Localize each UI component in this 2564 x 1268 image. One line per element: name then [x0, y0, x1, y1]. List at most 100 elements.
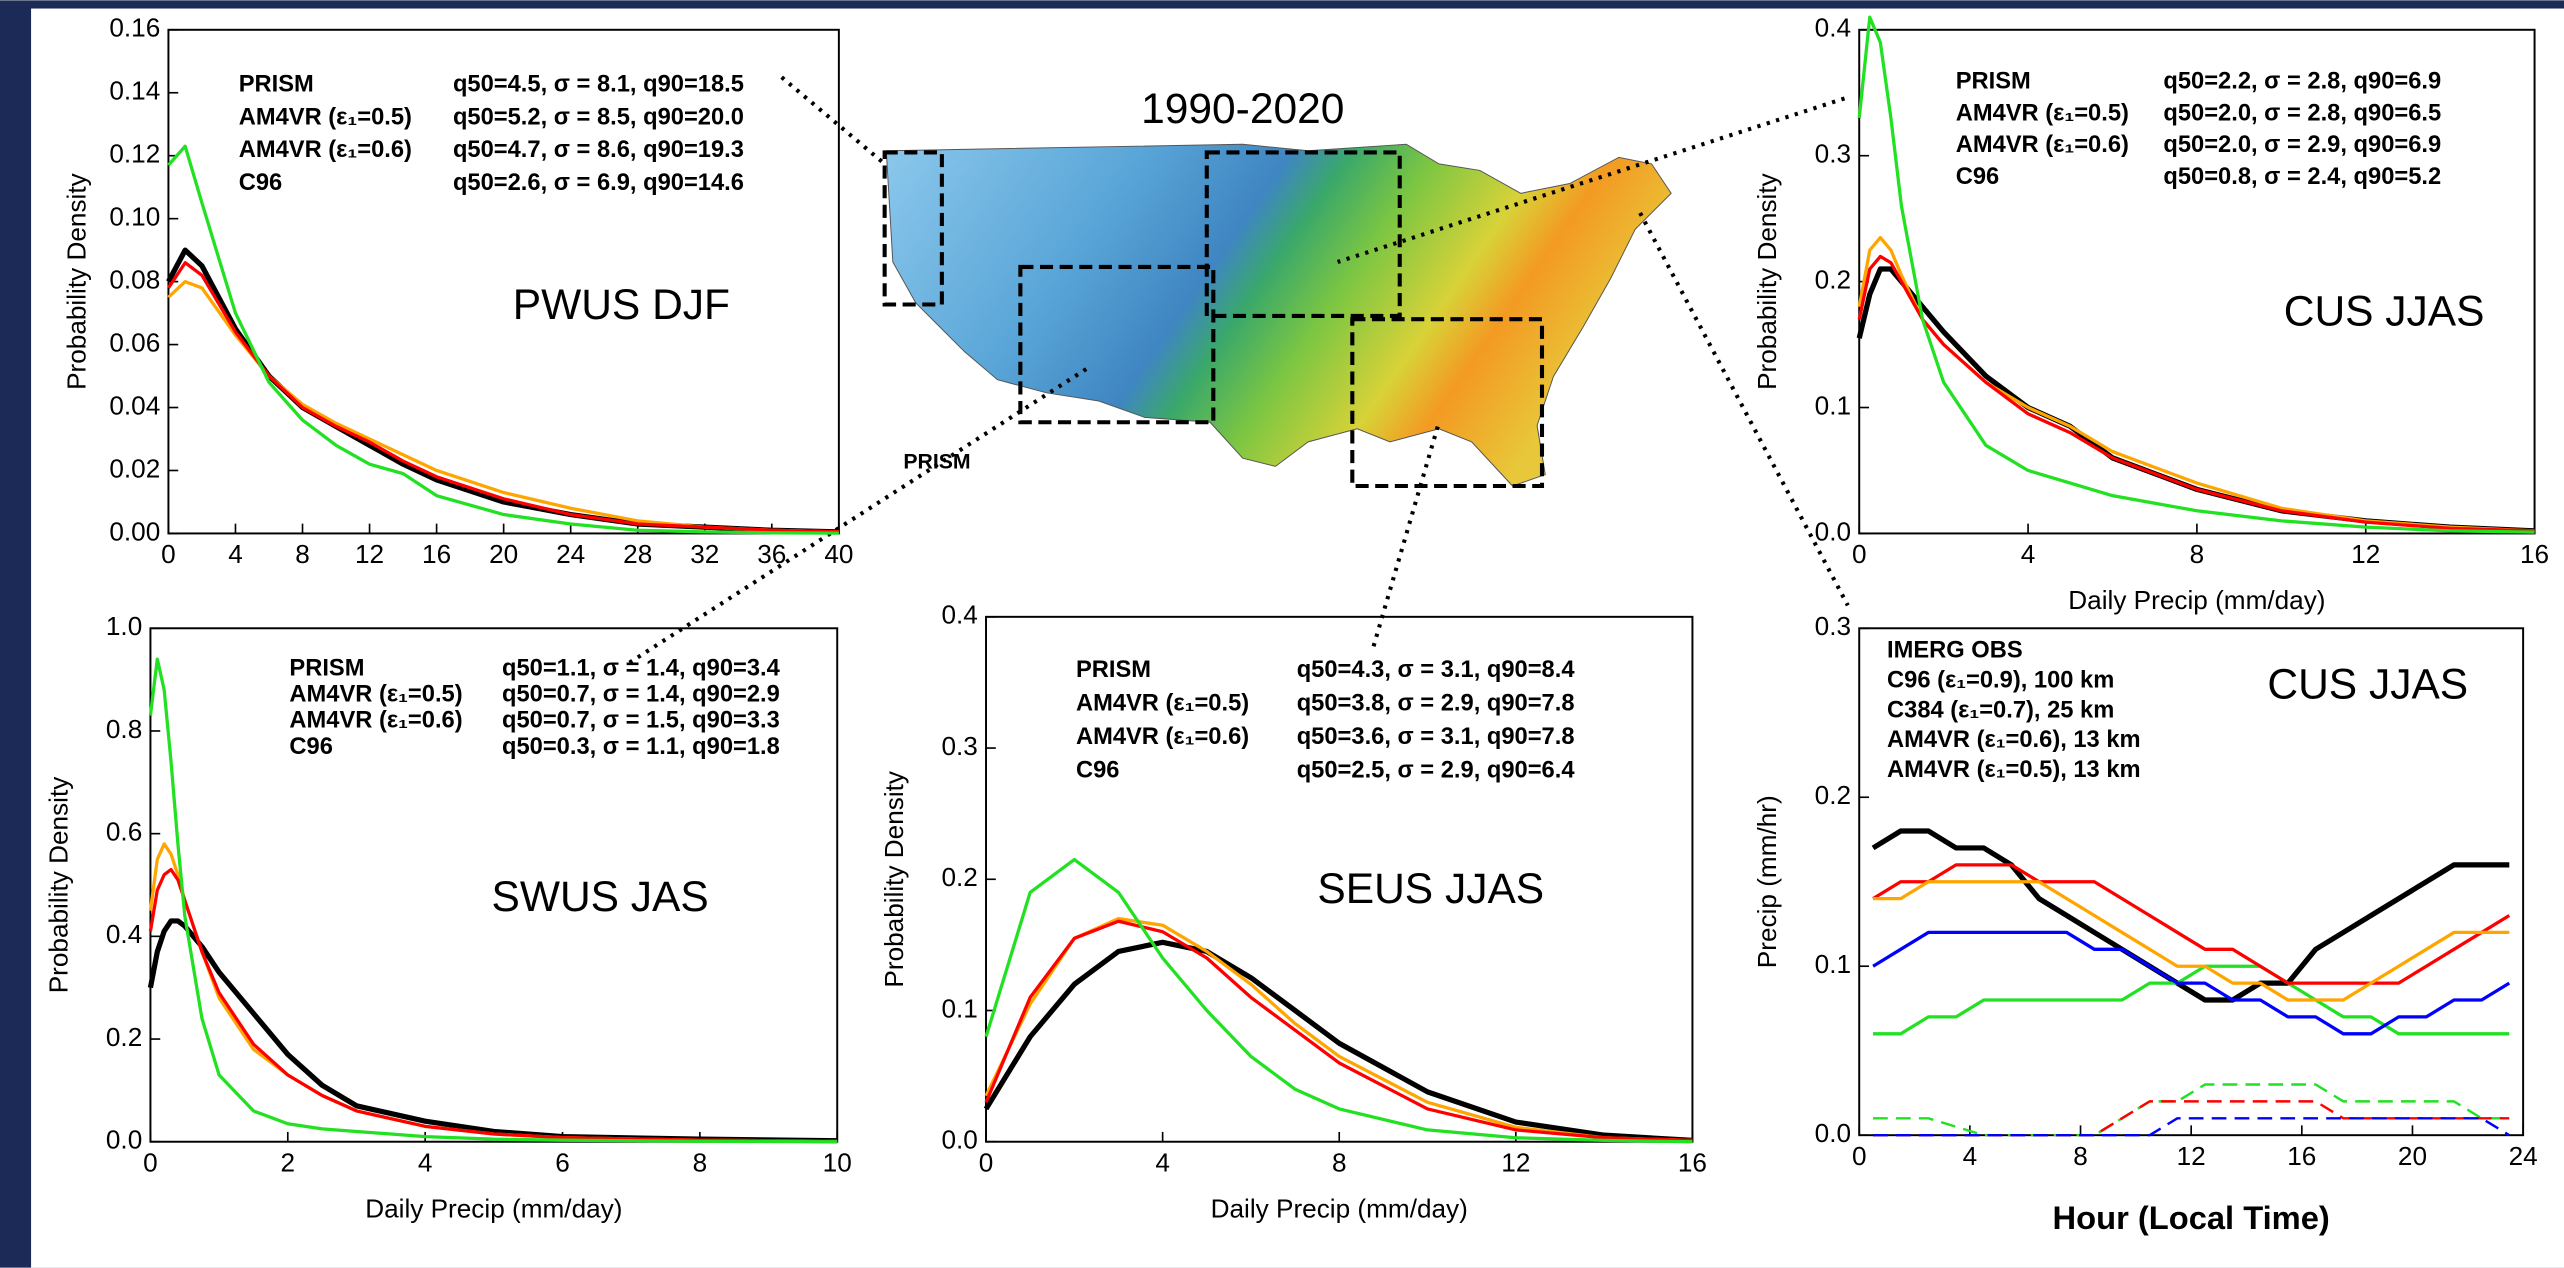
x-tick-label: 12	[1501, 1148, 1530, 1178]
x-tick-label: 8	[2073, 1141, 2088, 1171]
legend-stats: q50=0.7, σ = 1.4, q90=2.9	[502, 682, 780, 708]
legend-label: IMERG OBS	[1887, 637, 2023, 663]
legend-label: C96	[1956, 164, 1999, 190]
legend-stats: q50=4.5, σ = 8.1, q90=18.5	[453, 72, 744, 98]
x-axis-label: Daily Precip (mm/day)	[1211, 1193, 1468, 1223]
x-tick-label: 6	[555, 1148, 570, 1178]
x-tick-label: 8	[1332, 1148, 1347, 1178]
x-tick-label: 0	[143, 1148, 158, 1178]
y-tick-label: 0.08	[109, 265, 160, 295]
y-tick-label: 0.12	[109, 139, 160, 169]
y-axis-label: Precip (mm/hr)	[1752, 795, 1782, 968]
y-tick-label: 0.2	[106, 1022, 142, 1052]
legend-label: PRISM	[289, 655, 364, 681]
x-tick-label: 16	[2287, 1141, 2316, 1171]
x-tick-label: 16	[422, 539, 451, 569]
legend-stats: q50=3.6, σ = 3.1, q90=7.8	[1297, 724, 1575, 750]
x-axis-label: Daily Precip (mm/day)	[2068, 585, 2325, 615]
legend-stats: q50=2.5, σ = 2.9, q90=6.4	[1297, 758, 1576, 784]
map-title: 1990-2020	[1141, 86, 1344, 133]
legend-stats: q50=4.3, σ = 3.1, q90=8.4	[1297, 657, 1576, 683]
x-tick-label: 20	[489, 539, 518, 569]
y-tick-label: 0.0	[1815, 1118, 1851, 1148]
legend-stats: q50=1.1, σ = 1.4, q90=3.4	[502, 655, 781, 681]
x-tick-label: 12	[2177, 1141, 2206, 1171]
legend-label: C96	[239, 170, 282, 196]
x-axis-label: Hour (Local Time)	[2053, 1199, 2330, 1236]
legend-label: AM4VR (ε₁=0.6), 13 km	[1887, 727, 2141, 753]
legend-label: C384 (ε₁=0.7), 25 km	[1887, 697, 2114, 723]
y-tick-label: 0.0	[1815, 516, 1851, 546]
x-axis-label: Daily Precip (mm/day)	[365, 1193, 622, 1223]
y-tick-label: 0.4	[941, 600, 977, 630]
y-tick-label: 0.1	[1815, 390, 1851, 420]
x-tick-label: 4	[418, 1148, 433, 1178]
x-tick-label: 20	[2398, 1141, 2427, 1171]
x-tick-label: 12	[355, 539, 384, 569]
y-tick-label: 0.0	[106, 1125, 142, 1155]
y-tick-label: 0.10	[109, 202, 160, 232]
y-tick-label: 1.0	[106, 611, 142, 641]
legend-stats: q50=2.6, σ = 6.9, q90=14.6	[453, 170, 744, 196]
annotation: SWUS JAS	[491, 874, 708, 921]
x-tick-label: 16	[2520, 539, 2549, 569]
y-tick-label: 0.14	[109, 76, 160, 106]
x-tick-label: 16	[1678, 1148, 1707, 1178]
y-tick-label: 0.16	[109, 13, 160, 43]
map-label: PRISM	[903, 450, 970, 474]
legend-label: AM4VR (ε₁=0.5)	[1076, 691, 1249, 717]
figure: 1990-2020 PRISM 0.000.020.040.060.080.10…	[0, 0, 2564, 1268]
legend-label: C96 (ε₁=0.9), 100 km	[1887, 667, 2114, 693]
legend-stats: q50=2.0, σ = 2.8, q90=6.5	[2163, 100, 2441, 126]
y-tick-label: 0.02	[109, 453, 160, 483]
y-tick-label: 0.1	[1815, 949, 1851, 979]
y-tick-label: 0.0	[941, 1125, 977, 1155]
y-axis-label: Probability Density	[1752, 172, 1782, 390]
legend-label: C96	[289, 734, 332, 760]
x-tick-label: 0	[161, 539, 176, 569]
y-axis-label: Probability Density	[43, 776, 73, 994]
x-tick-label: 32	[690, 539, 719, 569]
y-tick-label: 0.04	[109, 390, 160, 420]
y-tick-label: 0.00	[109, 516, 160, 546]
legend-stats: q50=3.8, σ = 2.9, q90=7.8	[1297, 691, 1575, 717]
y-tick-label: 0.3	[1815, 611, 1851, 641]
y-axis-label: Probability Density	[61, 172, 91, 390]
x-tick-label: 24	[556, 539, 585, 569]
legend-label: AM4VR (ε₁=0.6)	[239, 137, 412, 163]
x-tick-label: 8	[295, 539, 310, 569]
x-tick-label: 0	[1852, 1141, 1867, 1171]
annotation: CUS JJAS	[2284, 289, 2485, 336]
annotation: SEUS JJAS	[1317, 866, 1544, 913]
legend-label: AM4VR (ε₁=0.5)	[289, 682, 462, 708]
legend-label: AM4VR (ε₁=0.5)	[239, 104, 412, 130]
x-tick-label: 8	[693, 1148, 708, 1178]
y-tick-label: 0.3	[941, 731, 977, 761]
x-tick-label: 4	[1155, 1148, 1170, 1178]
y-tick-label: 0.4	[106, 919, 142, 949]
legend-stats: q50=0.3, σ = 1.1, q90=1.8	[502, 734, 780, 760]
legend-label: AM4VR (ε₁=0.6)	[1076, 724, 1249, 750]
y-tick-label: 0.2	[1815, 265, 1851, 295]
y-tick-label: 0.1	[941, 993, 977, 1023]
y-tick-label: 0.6	[106, 817, 142, 847]
legend-stats: q50=2.2, σ = 2.8, q90=6.9	[2163, 68, 2441, 94]
legend-stats: q50=5.2, σ = 8.5, q90=20.0	[453, 104, 744, 130]
y-tick-label: 0.4	[1815, 13, 1851, 43]
x-tick-label: 0	[979, 1148, 994, 1178]
y-axis-label: Probability Density	[879, 770, 909, 988]
x-tick-label: 2	[281, 1148, 296, 1178]
x-tick-label: 8	[2190, 539, 2205, 569]
x-tick-label: 10	[823, 1148, 852, 1178]
y-tick-label: 0.2	[941, 862, 977, 892]
legend-label: PRISM	[1076, 657, 1151, 683]
y-tick-label: 0.8	[106, 714, 142, 744]
legend-label: AM4VR (ε₁=0.5), 13 km	[1887, 757, 2141, 783]
x-tick-label: 4	[228, 539, 243, 569]
x-tick-label: 24	[2509, 1141, 2538, 1171]
legend-label: C96	[1076, 758, 1119, 784]
legend-label: AM4VR (ε₁=0.6)	[1956, 132, 2129, 158]
legend-label: PRISM	[1956, 68, 2031, 94]
x-tick-label: 0	[1852, 539, 1867, 569]
legend-stats: q50=4.7, σ = 8.6, q90=19.3	[453, 137, 744, 163]
